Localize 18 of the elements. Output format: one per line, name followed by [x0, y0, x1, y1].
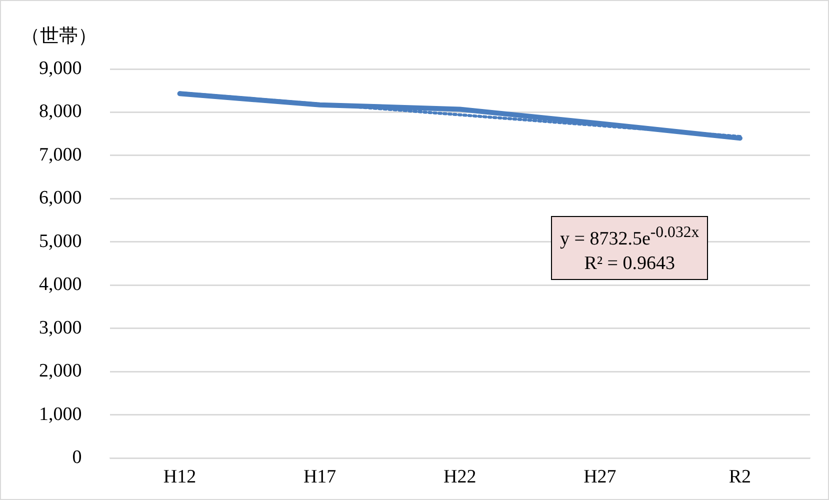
x-tick-label: H12 — [163, 466, 196, 488]
y-tick-label: 3,000 — [39, 317, 82, 338]
y-tick-label: 8,000 — [39, 101, 82, 122]
y-tick-label: 7,000 — [39, 144, 82, 166]
annotation: R² = 0.9643 — [583, 252, 676, 276]
y-tick-label: 1,000 — [39, 404, 82, 425]
y-tick-label: 0 — [72, 447, 82, 468]
y-tick-label: 5,000 — [39, 230, 82, 252]
x-tick-label: H22 — [444, 466, 476, 488]
y-tick-label: 4,000 — [39, 274, 82, 296]
y-tick-label: 9,000 — [39, 58, 82, 79]
x-tick-label: H17 — [303, 466, 336, 488]
x-tick-label: H27 — [584, 466, 616, 488]
y-tick-label: 2,000 — [39, 360, 82, 382]
y-tick-label: 6,000 — [39, 188, 82, 209]
annotation: y = 8732.5e$^{-0.032x}$ — [560, 223, 700, 252]
x-tick-label: R2 — [728, 466, 752, 488]
y-axis-title: （世帯） — [21, 25, 97, 49]
